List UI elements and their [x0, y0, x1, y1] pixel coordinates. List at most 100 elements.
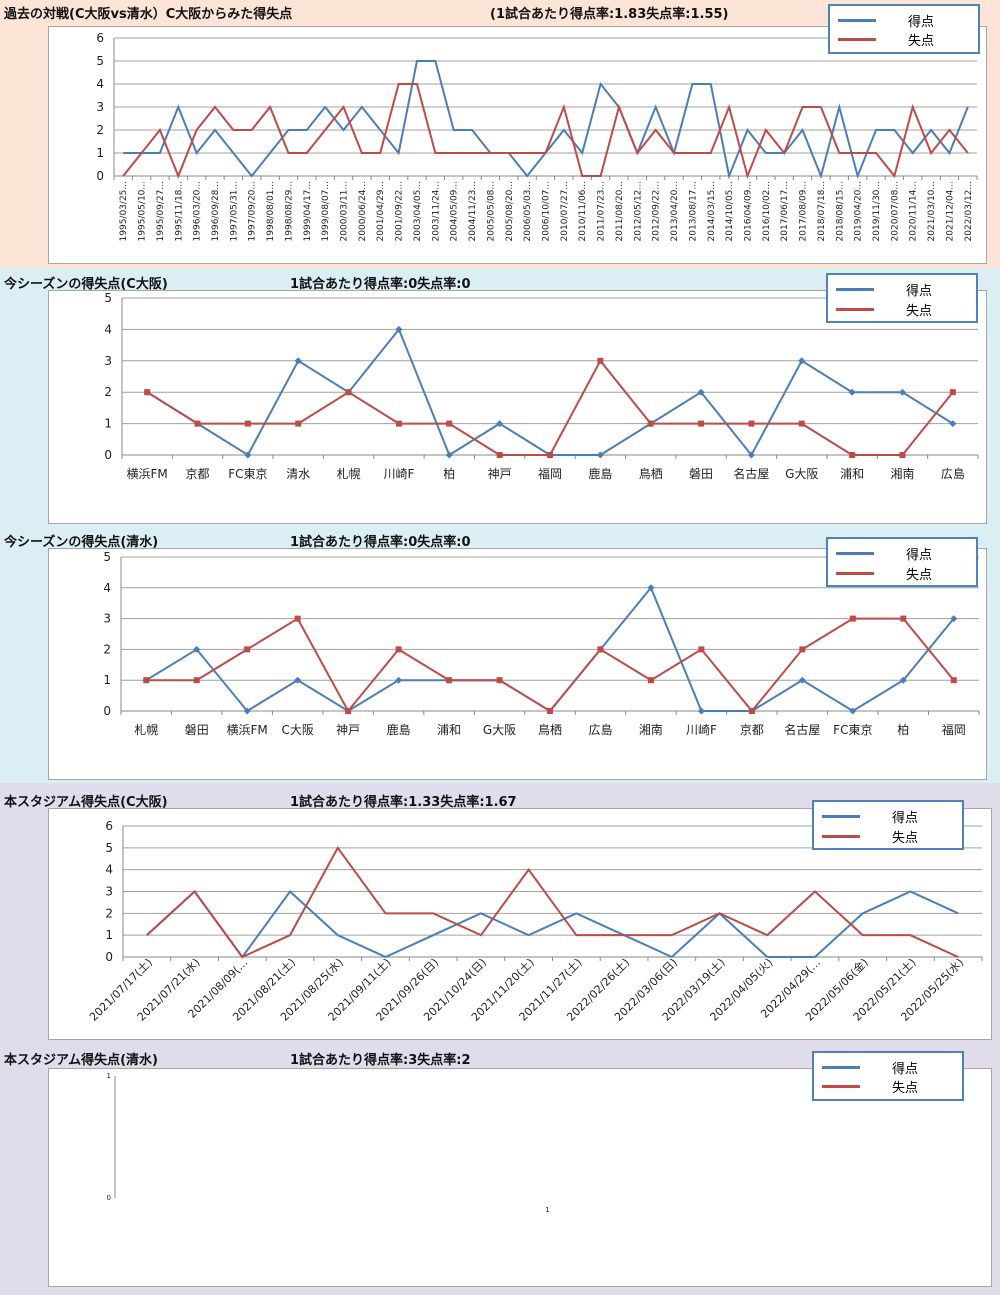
x-tick-label: 2017/08/09...: [799, 181, 809, 241]
x-tick-label: 柏: [443, 466, 455, 481]
data-point-scored: [898, 388, 906, 396]
x-tick-label: 京都: [186, 467, 210, 481]
data-point-scored: [697, 707, 705, 715]
x-tick-label: 2012/09/22...: [652, 181, 662, 241]
data-point-scored: [193, 645, 201, 653]
x-tick-label: 2003/04/05...: [413, 181, 423, 241]
x-tick-label: C大阪: [281, 723, 313, 737]
legend-label: 得点: [892, 1061, 919, 1077]
data-point-scored: [294, 357, 302, 365]
x-tick-label: 2005/05/08...: [486, 181, 496, 241]
x-tick-label: G大阪: [483, 723, 516, 737]
data-point-conceded: [244, 646, 251, 653]
x-tick-label: 2020/07/08...: [890, 181, 900, 241]
x-tick-label: 1997/05/31...: [229, 181, 239, 241]
data-point-conceded: [799, 646, 806, 653]
legend-swatch-conceded: [836, 307, 874, 311]
y-tick-label: 2: [104, 385, 112, 399]
x-tick-label: 浦和: [840, 467, 864, 481]
x-tick-label: 2011/07/23...: [597, 181, 607, 241]
legend-swatch-conceded: [822, 1084, 860, 1088]
legend-label: 得点: [906, 547, 933, 563]
legend-swatch-scored: [822, 1065, 860, 1069]
legend: 得点 失点: [812, 800, 964, 850]
data-point-conceded: [597, 646, 604, 653]
x-tick-label: 鳥栖: [639, 466, 663, 481]
data-point-conceded: [698, 420, 705, 427]
x-tick-label: 1: [545, 1206, 549, 1214]
y-tick-label: 1: [104, 417, 112, 431]
data-point-conceded: [193, 677, 200, 684]
y-tick-label: 3: [103, 612, 111, 626]
chart-title: 過去の対戦(C大阪vs清水）C大阪からみた得失点: [4, 7, 293, 22]
y-tick-label: 2: [96, 123, 104, 137]
y-tick-label: 3: [105, 885, 113, 899]
legend: 得点 失点: [812, 1051, 964, 1101]
series-line-scored: [146, 890, 959, 959]
y-tick-label: 5: [105, 841, 113, 855]
chart-title: 本スタジアム得失点(C大阪): [4, 795, 168, 810]
x-tick-label: 2005/08/20...: [505, 181, 515, 241]
x-tick-label: 2000/06/24...: [358, 181, 368, 241]
x-tick-label: 京都: [740, 723, 764, 737]
data-point-scored: [294, 676, 302, 684]
y-tick-label: 0: [96, 169, 104, 183]
x-tick-label: 2010/07/27...: [560, 181, 570, 241]
data-point-scored: [798, 357, 806, 365]
data-point-scored: [697, 388, 705, 396]
y-tick-label: 4: [96, 77, 104, 91]
legend-swatch-scored: [836, 551, 874, 555]
data-point-conceded: [446, 677, 453, 684]
x-tick-label: 2006/05/03...: [523, 181, 533, 241]
x-tick-label: 鹿島: [387, 722, 411, 737]
y-tick-label: 1: [96, 146, 104, 160]
data-point-conceded: [798, 420, 805, 427]
data-point-conceded: [950, 677, 957, 684]
y-tick-label: 0: [104, 448, 112, 462]
x-tick-label: 福岡: [538, 466, 562, 481]
data-point-conceded: [446, 420, 453, 427]
x-tick-label: 1995/05/10...: [138, 181, 148, 241]
x-tick-label: 2019/04/20...: [854, 181, 864, 241]
series-line-conceded: [146, 617, 955, 713]
x-tick-label: 2013/04/20...: [670, 181, 680, 241]
y-tick-label: 1: [105, 928, 113, 942]
chart-panel-history: [48, 26, 987, 264]
rate-text: 1試合あたり得点率:0失点率:0: [290, 277, 471, 292]
data-point-conceded: [748, 708, 755, 714]
legend: 得点 失点: [826, 273, 978, 323]
x-tick-label: 鹿島: [588, 466, 612, 481]
x-tick-label: 名古屋: [784, 722, 820, 737]
data-point-scored: [243, 707, 251, 715]
x-tick-label: 神戸: [336, 723, 360, 737]
x-tick-label: FC東京: [833, 723, 872, 737]
rate-text: 1試合あたり得点率:0失点率:0: [290, 535, 471, 550]
data-point-conceded: [143, 677, 150, 684]
legend-swatch-conceded: [836, 571, 874, 575]
data-point-scored: [445, 451, 453, 459]
legend-label: 得点: [892, 810, 919, 826]
x-tick-label: 1999/08/07...: [321, 181, 331, 241]
data-point-scored: [949, 420, 957, 428]
x-tick-label: 2004/05/09...: [450, 181, 460, 241]
x-tick-label: 2004/11/23...: [468, 181, 478, 241]
data-point-scored: [848, 388, 856, 396]
data-point-conceded: [849, 452, 856, 458]
legend-swatch-scored: [836, 287, 874, 291]
chart-panel-stadium-shimizu: [48, 1068, 992, 1287]
x-tick-label: 川崎F: [686, 723, 717, 737]
data-point-scored: [647, 584, 655, 592]
y-tick-label: 5: [96, 54, 104, 68]
x-tick-label: 1996/09/28...: [211, 181, 221, 241]
x-tick-label: 2012/05/12...: [633, 181, 643, 241]
data-point-conceded: [496, 677, 503, 684]
legend-label: 失点: [892, 1080, 919, 1096]
x-tick-label: 磐田: [689, 467, 713, 481]
x-tick-label: 2013/08/17...: [688, 181, 698, 241]
x-tick-label: 2000/03/11...: [340, 181, 350, 241]
legend-label: 失点: [892, 830, 919, 846]
y-tick-label: 6: [96, 31, 104, 45]
x-tick-label: 名古屋: [733, 466, 769, 481]
x-tick-label: 2019/11/30...: [872, 181, 882, 241]
data-point-conceded: [547, 452, 553, 458]
